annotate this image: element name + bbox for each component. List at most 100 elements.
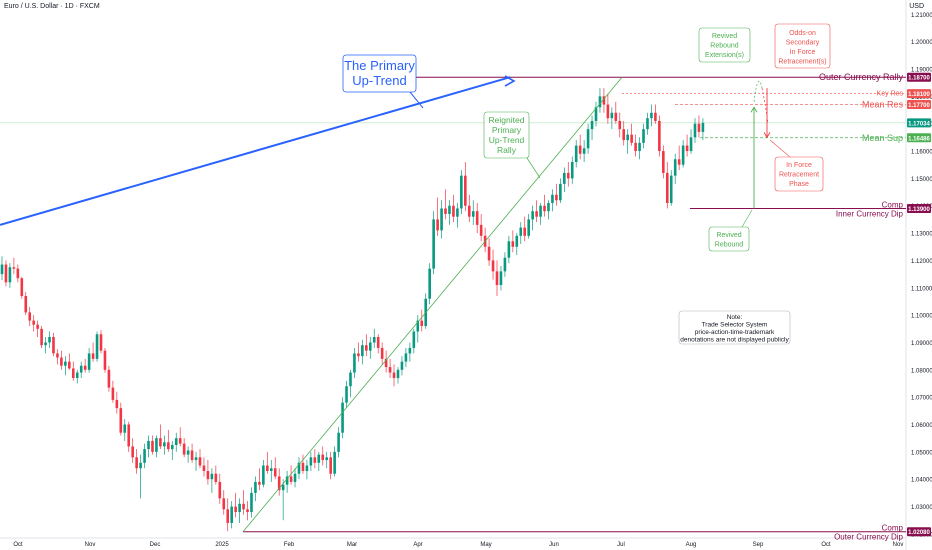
- candle-body: [452, 205, 455, 217]
- mean-sup-label: Mean Sup: [862, 133, 903, 143]
- candle-body: [64, 361, 67, 366]
- reignited-uptrend-line: [242, 76, 623, 532]
- price-tag: [907, 89, 931, 99]
- candle-body: [301, 462, 305, 471]
- secondary-text-line: In Force: [790, 49, 816, 56]
- candle-body: [689, 137, 693, 152]
- candle-body: [79, 365, 83, 373]
- candle-body: [432, 219, 435, 269]
- candle-body: [353, 353, 356, 373]
- outer-currency-rally-label: Outer Currency Rally: [819, 72, 904, 82]
- extension-text-line: Revived: [712, 33, 737, 40]
- candle-body: [642, 129, 645, 143]
- inner-dip-label-comp: Comp: [882, 200, 904, 209]
- candle-body: [582, 148, 586, 154]
- candle-body: [618, 120, 622, 130]
- candle-body: [293, 473, 297, 482]
- candle-body: [321, 454, 325, 461]
- x-tick-label: Feb: [284, 542, 295, 548]
- price-tag: [907, 118, 931, 128]
- note-callout: [678, 310, 791, 345]
- candle-body: [234, 506, 237, 513]
- candle-body: [416, 320, 420, 332]
- retracement-callout-pointer: [769, 139, 791, 158]
- rebound-text-line: Rebound: [715, 242, 744, 249]
- candle-body: [8, 267, 12, 283]
- y-tick-label: 1.12000: [911, 259, 932, 265]
- candle-body: [626, 134, 629, 141]
- primary-callout-pointer: [409, 91, 424, 109]
- candle-body: [412, 331, 416, 348]
- y-tick-label: 1.04000: [911, 478, 932, 484]
- candle-body: [570, 161, 574, 179]
- candle-body: [551, 194, 554, 203]
- candle-body: [634, 142, 637, 152]
- candle-body: [519, 227, 523, 236]
- candle-body: [590, 120, 594, 130]
- candle-body: [206, 471, 210, 480]
- candle-body: [693, 123, 697, 138]
- primary-uptrend-callout: [342, 54, 417, 93]
- secondary-dotted-arrow: [761, 88, 769, 124]
- y-tick-label: 1.19000: [911, 68, 932, 74]
- reignited-callout-pointer: [526, 157, 541, 179]
- price-tag: [907, 527, 931, 537]
- candle-body: [685, 145, 689, 152]
- candle-body: [460, 175, 463, 209]
- extension-callout: [698, 27, 751, 63]
- candle-body: [186, 450, 190, 455]
- outer-dip-label-comp: Comp: [882, 524, 904, 533]
- candle-body: [594, 107, 598, 121]
- candle-body: [95, 334, 99, 359]
- candle-body: [32, 320, 35, 325]
- candle-body: [107, 369, 111, 388]
- candle-body: [266, 465, 269, 471]
- candle-body: [56, 353, 59, 358]
- candle-body: [408, 347, 412, 354]
- primary-uptrend-text-line: The Primary: [344, 58, 415, 73]
- candle-body: [464, 175, 467, 206]
- candle-body: [285, 476, 289, 485]
- y-tick-label: 1.10000: [911, 314, 932, 320]
- y-tick-label: 1.21000: [911, 13, 932, 19]
- candle-body: [75, 372, 79, 379]
- extension-dotted-arrow: [753, 80, 763, 102]
- candle-body: [83, 365, 87, 370]
- candle-body: [194, 457, 198, 461]
- candle-body: [242, 503, 245, 510]
- price-tag: [907, 100, 931, 110]
- candle-body: [677, 159, 681, 165]
- candle-body: [258, 481, 261, 485]
- candle-body: [281, 484, 285, 491]
- candle-body: [673, 159, 677, 176]
- candle-body: [527, 219, 530, 236]
- retracement-text-line: Retracement: [779, 172, 819, 179]
- candle-body: [329, 457, 332, 474]
- candle-body: [586, 129, 590, 149]
- candle-body: [277, 476, 281, 491]
- candle-body: [317, 454, 321, 463]
- candle-body: [345, 386, 348, 403]
- y-tick-label: 1.11000: [911, 286, 932, 292]
- candle-body: [563, 172, 566, 184]
- candle-body: [4, 264, 8, 283]
- candle-body: [384, 358, 388, 368]
- candle-body: [20, 278, 24, 296]
- secondary-text-line: Retracement(s): [778, 59, 826, 66]
- candle-body: [598, 96, 602, 108]
- candle-body: [147, 440, 150, 450]
- candle-body: [52, 337, 55, 354]
- candle-body: [163, 442, 166, 447]
- retracement-callout: [774, 156, 824, 192]
- candle-body: [650, 112, 653, 119]
- candle-body: [444, 208, 447, 214]
- candle-body: [289, 476, 293, 482]
- candle-body: [333, 451, 336, 474]
- y-tick-label: 1.09000: [911, 341, 932, 347]
- note-text-line: price-action-time-trademark: [695, 329, 775, 336]
- primary-uptrend-text-line: Up-Trend: [352, 73, 406, 88]
- candle-body: [523, 227, 527, 236]
- x-tick-label: Mar: [347, 542, 357, 548]
- candle-body: [170, 445, 174, 450]
- candle-body: [681, 145, 685, 165]
